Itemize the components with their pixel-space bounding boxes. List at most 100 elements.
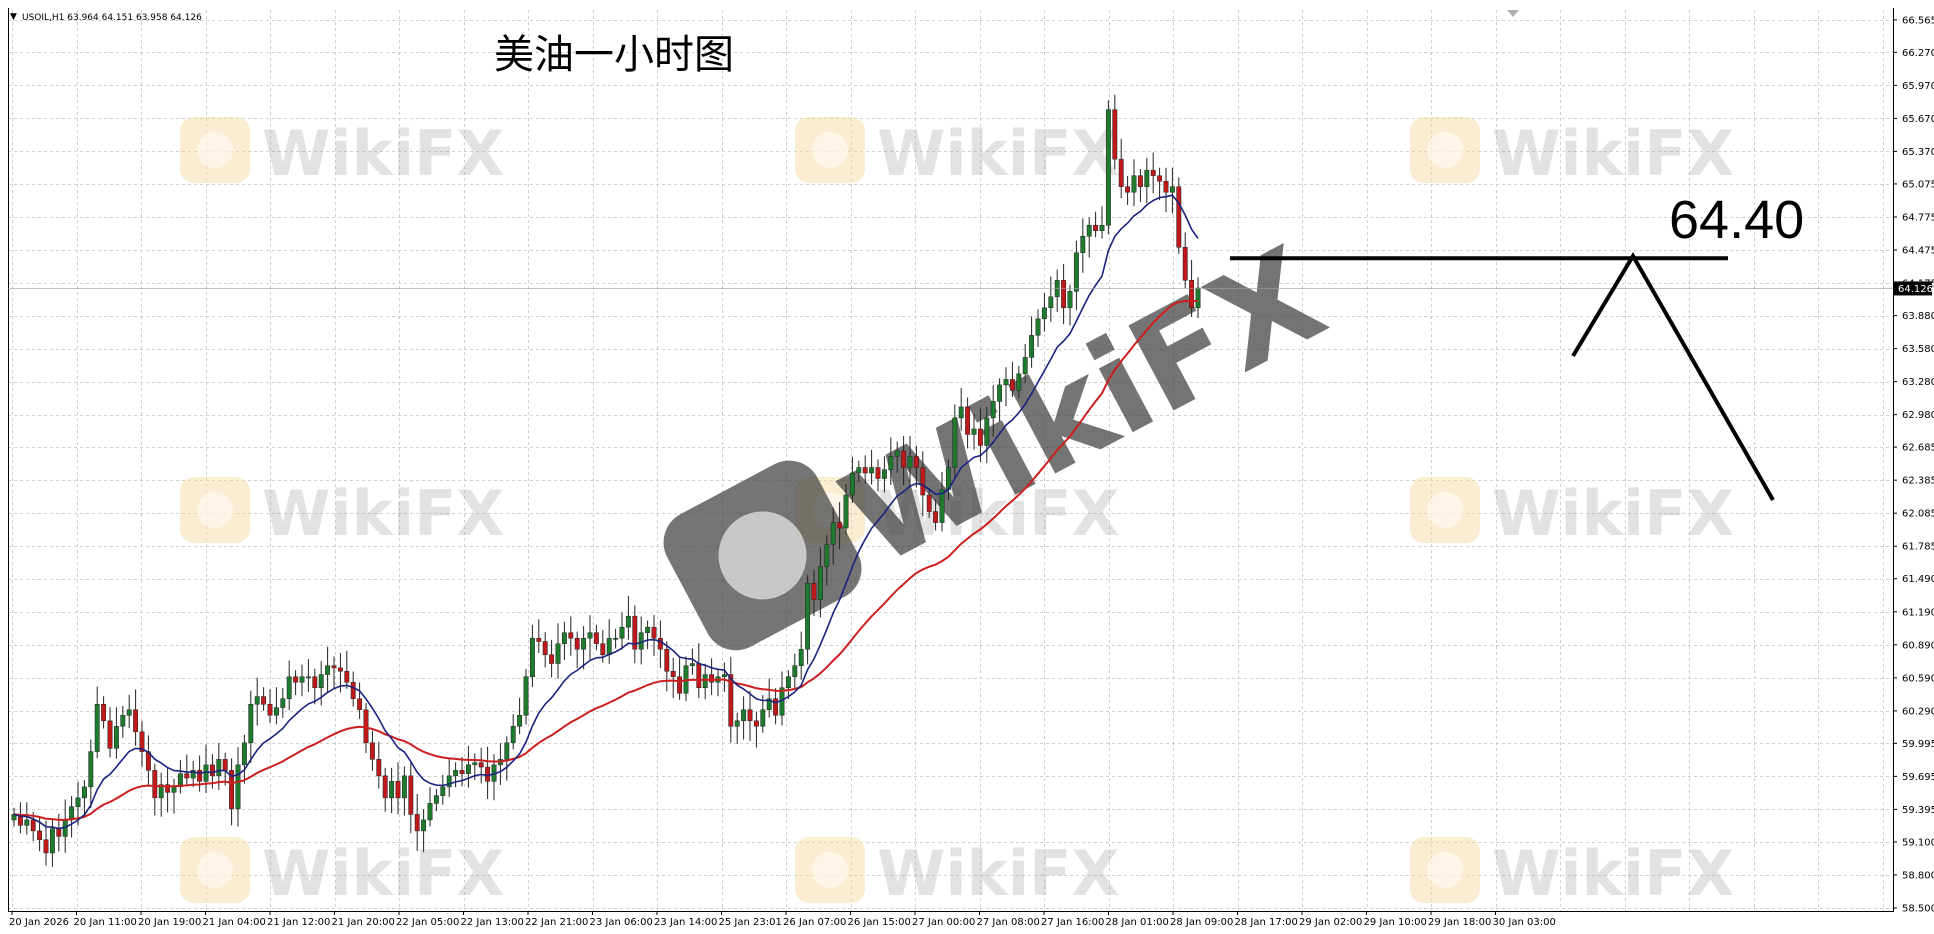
candle-bull xyxy=(555,643,561,664)
candle-bear xyxy=(459,770,465,774)
x-tick-label: 28 Jan 01:00 xyxy=(1106,917,1169,928)
candle-bull xyxy=(190,770,196,779)
watermark-logo: WikiFX xyxy=(795,117,1119,190)
candle-bull xyxy=(1016,373,1022,391)
candle-bull xyxy=(766,698,772,711)
y-tick-label: 66.565 xyxy=(1902,15,1934,26)
candle-bull xyxy=(606,637,612,655)
y-tick-label: 62.980 xyxy=(1902,410,1934,421)
candle-bear xyxy=(331,665,337,669)
candle-bear xyxy=(1093,224,1099,231)
candle-bear xyxy=(837,522,843,529)
candle-bull xyxy=(1035,318,1041,336)
candle-bear xyxy=(1009,379,1015,391)
candle-bear xyxy=(1137,175,1143,187)
candle-bull xyxy=(235,764,241,810)
candle-bear xyxy=(478,762,484,768)
candle-bear xyxy=(933,511,939,523)
candle-bull xyxy=(171,786,177,793)
y-tick-label: 61.190 xyxy=(1902,607,1934,618)
candle-bull xyxy=(1022,357,1028,375)
candle-bull xyxy=(856,467,862,474)
candle-bear xyxy=(862,467,868,474)
y-tick-label: 65.670 xyxy=(1902,114,1934,125)
x-tick-label: 22 Jan 13:00 xyxy=(461,917,524,928)
candle-bull xyxy=(510,726,516,744)
candles xyxy=(11,94,1201,867)
y-tick-label: 64.775 xyxy=(1902,212,1934,223)
chart-title: 美油一小时图 xyxy=(494,32,734,78)
candle-bull xyxy=(305,676,311,679)
candle-bear xyxy=(1118,158,1124,187)
watermark-logo: WikiFX xyxy=(180,117,504,190)
candle-bear xyxy=(43,839,49,854)
watermark-text: WikiFX xyxy=(262,117,504,190)
y-tick-label: 63.580 xyxy=(1902,344,1934,355)
candle-bear xyxy=(773,698,779,716)
y-tick-label: 58.500 xyxy=(1902,904,1934,915)
x-tick-label: 26 Jan 15:00 xyxy=(848,917,911,928)
x-tick-label: 21 Jan 12:00 xyxy=(267,917,330,928)
x-tick-label: 27 Jan 16:00 xyxy=(1041,917,1104,928)
candle-bear xyxy=(350,681,356,700)
candle-bear xyxy=(753,720,759,727)
candle-bear xyxy=(1176,186,1182,248)
candle-bull xyxy=(75,797,81,807)
x-tick-label: 21 Jan 04:00 xyxy=(203,917,266,928)
candle-bull xyxy=(939,489,945,523)
candle-bull xyxy=(389,781,395,799)
candle-bear xyxy=(542,641,548,655)
y-tick-label: 62.385 xyxy=(1902,476,1934,487)
candle-bear xyxy=(664,648,670,672)
x-tick-label: 20 Jan 11:00 xyxy=(74,917,137,928)
scroll-marker-icon[interactable] xyxy=(1507,10,1519,17)
candle-bull xyxy=(619,626,625,639)
candle-bull xyxy=(1131,175,1137,193)
candle-bull xyxy=(984,417,990,446)
watermark-text: WikiFX xyxy=(877,837,1119,910)
x-tick-label: 22 Jan 21:00 xyxy=(525,917,588,928)
watermark-logo: WikiFX xyxy=(1410,477,1734,550)
header-caret-icon[interactable]: ▼ xyxy=(10,12,17,22)
candle-bear xyxy=(197,770,203,782)
x-tick-label: 27 Jan 00:00 xyxy=(912,917,975,928)
candle-bull xyxy=(241,742,247,766)
y-tick-label: 60.890 xyxy=(1902,640,1934,651)
x-tick-label: 29 Jan 10:00 xyxy=(1364,917,1427,928)
candle-bear xyxy=(312,676,318,689)
candle-bull xyxy=(1144,169,1150,187)
current-price-box xyxy=(1894,281,1932,296)
candle-bear xyxy=(369,742,375,760)
candle-bull xyxy=(869,467,875,474)
watermark-text: WikiFX xyxy=(262,477,504,550)
watermark-logo: WikiFX xyxy=(180,837,504,910)
y-tick-label: 60.290 xyxy=(1902,706,1934,717)
candle-bear xyxy=(965,406,971,435)
candle-bull xyxy=(1086,224,1092,237)
candle-bear xyxy=(395,781,401,799)
candle-bull xyxy=(798,648,804,666)
ma-fast-line xyxy=(13,194,1199,830)
candle-bull xyxy=(805,582,811,650)
candle-bull xyxy=(849,472,855,496)
candle-bull xyxy=(433,795,439,804)
candle-bull xyxy=(49,828,55,854)
candle-bull xyxy=(587,632,593,639)
ma-slow-line xyxy=(13,299,1199,821)
watermark-text: WikiFX xyxy=(1492,117,1734,190)
watermark-text: WikiFX xyxy=(877,117,1119,190)
candle-bear xyxy=(632,615,638,650)
y-tick-label: 65.370 xyxy=(1902,147,1934,158)
candle-bull xyxy=(638,632,644,650)
candle-bull xyxy=(529,637,535,677)
x-tick-label: 26 Jan 07:00 xyxy=(783,917,846,928)
candle-bear xyxy=(408,775,414,815)
candle-bull xyxy=(11,814,17,821)
candle-bear xyxy=(977,428,983,446)
candle-bear xyxy=(875,467,881,479)
candle-bear xyxy=(677,676,683,694)
watermark-logo: WikiFX xyxy=(180,477,504,550)
candle-bear xyxy=(133,709,139,733)
candle-bull xyxy=(1029,335,1035,358)
